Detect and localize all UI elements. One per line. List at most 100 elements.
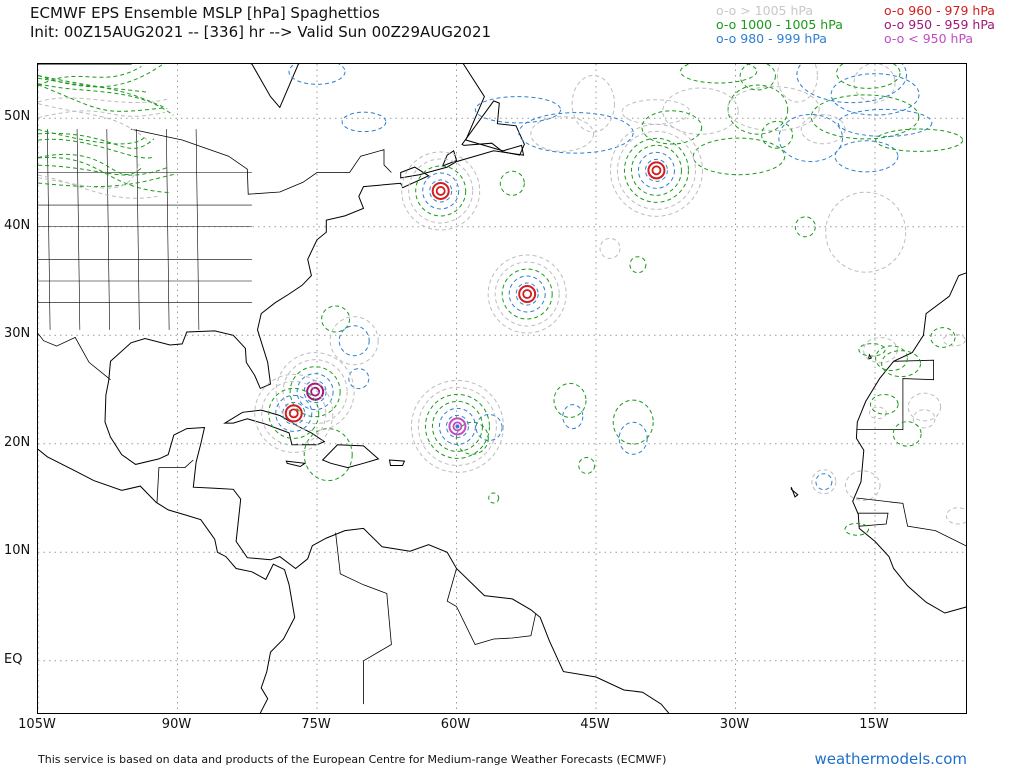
lon-label-15W: 15W [859, 717, 889, 732]
spaghetti-ring-tropical [562, 404, 584, 430]
spaghetti-line-west [38, 83, 174, 116]
spaghetti-line-west [38, 66, 142, 87]
low-ring [616, 130, 696, 210]
legend-item-980-999: o-o 980 - 999 hPa [716, 31, 827, 46]
lon-label-60W: 60W [440, 717, 471, 732]
spaghetti-ring-tropical [578, 457, 596, 474]
spaghetti-ring-tropical [488, 492, 500, 504]
spaghetti-ring-north [679, 64, 758, 84]
island-puerto-rico [388, 459, 406, 466]
low-ring [254, 373, 334, 453]
low-ring [431, 400, 483, 452]
low-ring [644, 158, 668, 182]
low-ring [282, 401, 306, 425]
spaghetti-line-west [38, 97, 168, 104]
spaghetti-ring-north [518, 112, 634, 154]
spaghetti-ring-tropical [499, 170, 525, 196]
legend-item-950-959: o-o 950 - 959 hPa [884, 17, 995, 32]
spaghetti-ring-north [621, 99, 691, 125]
spaghetti-line-west [38, 164, 169, 176]
spaghetti-line-west [38, 110, 166, 119]
low-core-inner [288, 408, 299, 419]
low-ring [609, 123, 703, 217]
spaghetti-ring-north [834, 140, 899, 173]
map-panel[interactable] [37, 63, 967, 714]
spaghetti-ring-tropical [599, 237, 621, 259]
low-ring [417, 386, 497, 466]
low-central-atlantic[interactable] [487, 254, 567, 334]
spaghetti-ring-tropical [553, 382, 587, 418]
lat-label-40N: 40N [4, 217, 31, 233]
lat-label-20N: 20N [4, 434, 31, 450]
low-core-outer [306, 382, 325, 401]
border-line-1 [38, 315, 111, 381]
graticule [38, 64, 966, 713]
low-core-outer [431, 181, 450, 200]
low-ring [282, 359, 348, 425]
low-ring [289, 366, 341, 418]
spaghetti-line-west [38, 84, 163, 112]
spaghetti-ring-africa [945, 507, 966, 525]
low-core-outer [647, 161, 666, 180]
low-core-outer [448, 417, 467, 436]
lon-label-45W: 45W [580, 717, 610, 732]
spaghetti-ring-africa [942, 333, 966, 347]
island-cuba [223, 409, 326, 446]
low-newfoundland-south[interactable] [401, 151, 481, 231]
legend-right: o-o 960 - 979 hPa o-o 950 - 959 hPa o-o … [884, 4, 995, 46]
border-line-2 [156, 459, 194, 503]
title-line-1: ECMWF EPS Ensemble MSLP [hPa] Spaghettio… [30, 4, 380, 22]
low-cuba[interactable] [254, 373, 334, 453]
spaghetti-ring-north [810, 94, 920, 140]
spaghetti-ring-tropical [303, 428, 353, 482]
spaghetti-line-west [38, 75, 168, 110]
low-ring [630, 144, 682, 196]
island-nova-scotia-cape-breton [441, 150, 458, 167]
spaghetti-ring-tropical [811, 469, 837, 495]
spaghetti-ring-tropical [321, 305, 351, 333]
ecmwf-disclaimer: This service is based on data and produc… [38, 753, 667, 766]
spaghetti-ring-north [341, 111, 387, 133]
spaghetti-ring-tropical [475, 414, 503, 441]
lat-label-50N: 50N [4, 109, 31, 125]
spaghetti-ring-africa [875, 345, 908, 372]
spaghetti-ring-africa [844, 522, 870, 536]
low-north-atlantic[interactable] [609, 123, 703, 217]
spaghetti-ring-africa [907, 392, 942, 422]
border-line-3 [335, 532, 392, 705]
low-core-outer [284, 404, 303, 423]
low-ring [296, 373, 334, 411]
map-canvas[interactable] [38, 64, 967, 714]
brand-link[interactable]: weathermodels.com [814, 750, 967, 768]
spaghetti-ring-africa [881, 350, 922, 378]
legend-item-gt-1005: o-o > 1005 hPa [716, 3, 814, 18]
border-line-7 [858, 512, 889, 527]
state-border [166, 129, 170, 330]
lon-label-30W: 30W [719, 717, 750, 732]
spaghetti-ring-africa [870, 393, 899, 415]
low-ring [637, 151, 675, 189]
low-ring [487, 254, 567, 334]
low-east-of-antilles[interactable] [410, 379, 504, 473]
low-ring [275, 394, 313, 432]
coast-pacific [38, 448, 296, 713]
spaghetti-ring-north [800, 114, 846, 145]
legend-item-1000-1005: o-o 1000 - 1005 hPa [716, 17, 843, 32]
low-core-inner [310, 386, 321, 397]
low-ring [422, 172, 460, 210]
low-ring [261, 380, 327, 446]
islands-cape-verde [790, 487, 799, 498]
state-border [76, 129, 81, 330]
low-bahamas[interactable] [275, 352, 355, 432]
lat-label-EQ: EQ [4, 651, 23, 667]
border-line-5 [856, 497, 966, 547]
spaghetti-line-west [38, 156, 171, 194]
lat-label-10N: 10N [4, 543, 31, 559]
spaghetti-ring-tropical [348, 368, 370, 390]
coastlines [38, 64, 966, 713]
lon-label-90W: 90W [161, 717, 192, 732]
border-line-0 [130, 128, 392, 195]
spaghetti-ring-north [853, 64, 896, 103]
border-line-4 [446, 568, 536, 645]
state-border [136, 129, 140, 330]
